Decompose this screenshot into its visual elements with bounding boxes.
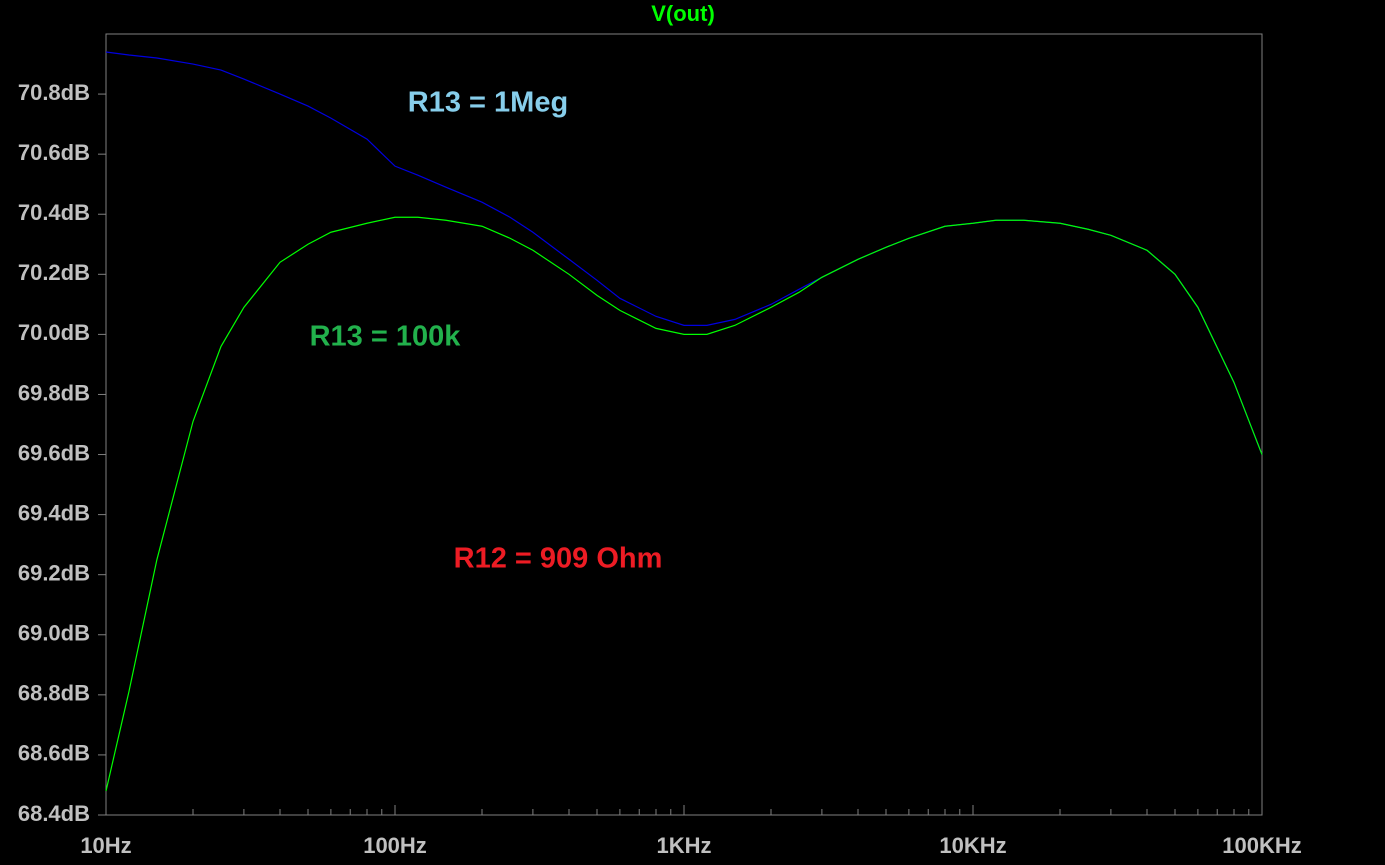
series-line xyxy=(105,216,1263,792)
x-tick-label: 1KHz xyxy=(656,833,711,858)
annotation: R12 = 909 Ohm xyxy=(454,543,663,575)
y-tick-label: 69.8dB xyxy=(18,380,90,405)
y-tick-label: 68.4dB xyxy=(18,801,90,826)
y-tick-label: 70.6dB xyxy=(18,140,90,165)
plot-frame xyxy=(105,33,1263,816)
y-tick-label: 69.4dB xyxy=(18,500,90,525)
series-label: R13 = 100k xyxy=(310,321,462,353)
y-tick-label: 70.8dB xyxy=(18,80,90,105)
x-tick-label: 10KHz xyxy=(939,833,1006,858)
y-tick-label: 70.0dB xyxy=(18,320,90,345)
series-label: R13 = 1Meg xyxy=(408,87,568,119)
x-tick-label: 100Hz xyxy=(363,833,427,858)
y-tick-label: 69.6dB xyxy=(18,440,90,465)
series-line xyxy=(105,51,1263,455)
x-tick-label: 100KHz xyxy=(1222,833,1301,858)
chart-title: V(out) xyxy=(651,1,715,26)
x-tick-label: 10Hz xyxy=(80,833,131,858)
y-tick-label: 70.2dB xyxy=(18,260,90,285)
y-tick-label: 69.0dB xyxy=(18,621,90,646)
y-tick-label: 68.8dB xyxy=(18,681,90,706)
y-tick-label: 69.2dB xyxy=(18,561,90,586)
y-tick-label: 68.6dB xyxy=(18,741,90,766)
y-tick-label: 70.4dB xyxy=(18,200,90,225)
